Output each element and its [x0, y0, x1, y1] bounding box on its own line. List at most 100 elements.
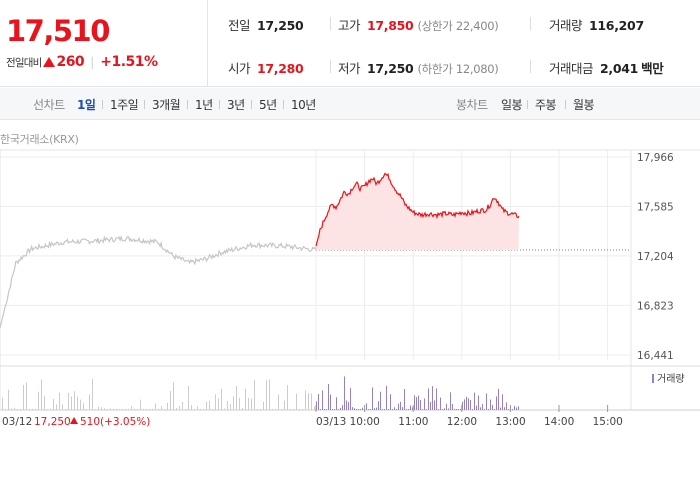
volume-bar-today: [326, 409, 327, 410]
source-label: 한국거래소(KRX): [0, 133, 79, 146]
volume-bar-prev: [203, 409, 204, 410]
volume-bar-prev: [194, 409, 195, 410]
period-1w[interactable]: 1주일: [110, 98, 139, 112]
volume-bar-today: [400, 401, 401, 410]
volume-bar-today: [430, 401, 431, 410]
volume-bar-prev: [98, 406, 99, 410]
period-1d[interactable]: 1일: [77, 98, 96, 112]
candle-chart-label: 봉차트: [456, 98, 488, 112]
x-tick-label: 13:00: [495, 416, 525, 428]
volume-bar-today: [502, 394, 503, 410]
stat-value: 116,207: [589, 18, 644, 33]
volume-bar-prev: [197, 406, 198, 410]
period-divider: [283, 100, 284, 109]
volume-bar-today: [500, 407, 501, 410]
volume-bar-today: [486, 393, 487, 410]
volume-bar-today: [414, 395, 415, 410]
stat-low: 저가 17,250 (하한가 12,080): [338, 58, 499, 77]
chart-grid: [0, 149, 700, 411]
candle-daily[interactable]: 일봉: [501, 98, 523, 112]
volume-bar-prev: [137, 409, 138, 410]
volume-bar-prev: [131, 406, 132, 410]
period-3m[interactable]: 3개월: [152, 98, 181, 112]
volume-legend-swatch: [652, 374, 654, 383]
volume-bar-today: [476, 405, 477, 410]
volume-bar-today: [384, 409, 385, 410]
volume-bar-prev: [242, 408, 243, 410]
volume-bar-today: [484, 409, 485, 410]
stat-prev-close: 전일 17,250: [228, 15, 304, 34]
volume-bar-today: [446, 403, 447, 410]
volume-bar-today: [362, 407, 363, 410]
volume-bar-today: [402, 407, 403, 410]
volume-bar-prev: [179, 405, 180, 410]
volume-bar-prev: [299, 409, 300, 410]
period-3y[interactable]: 3년: [227, 98, 245, 112]
volume-bar-prev: [158, 408, 159, 410]
volume-bar-today: [442, 409, 443, 410]
stat-value: 2,041: [600, 61, 639, 76]
today-area-fill: [316, 173, 519, 250]
volume-bar-today: [432, 386, 433, 410]
y-tick-label: 17,966: [637, 152, 674, 164]
stat-aux: (하한가 12,080): [417, 62, 499, 76]
volume-bar-prev: [248, 397, 249, 410]
stat-key: 시가: [228, 61, 251, 76]
volume-bar-today: [372, 387, 373, 410]
volume-bar-prev: [218, 398, 219, 410]
volume-bar-prev: [101, 407, 102, 410]
y-tick-label: 17,204: [637, 251, 674, 263]
volume-bar-today: [420, 399, 421, 410]
volume-bar-prev: [56, 404, 57, 410]
stat-divider: [530, 17, 531, 30]
volume-bar-today: [418, 395, 419, 410]
period-divider: [251, 100, 252, 109]
stat-value: 17,250: [367, 61, 414, 76]
volume-bar-prev: [86, 409, 87, 410]
volume-bar-prev: [296, 393, 297, 410]
volume-bar-today: [338, 409, 339, 410]
volume-bar-prev: [113, 409, 114, 410]
period-1y[interactable]: 1년: [195, 98, 213, 112]
volume-bar-prev: [44, 395, 45, 410]
period-5y[interactable]: 5년: [259, 98, 277, 112]
volume-bar-prev: [125, 409, 126, 410]
volume-bar-prev: [119, 409, 120, 410]
volume-bar-today: [426, 409, 427, 410]
volume-bar-prev: [26, 382, 27, 410]
stat-unit: 백만: [641, 61, 664, 76]
volume-bar-today: [452, 403, 453, 410]
volume-bar-prev: [302, 409, 303, 410]
x-tick-label: 12:00: [447, 416, 477, 428]
volume-bar-prev: [182, 401, 183, 410]
volume-bar-today: [354, 408, 355, 410]
candle-weekly[interactable]: 주봉: [535, 98, 557, 112]
footer-date: 03/12: [2, 416, 32, 428]
volume-bar-today: [386, 385, 387, 410]
volume-bar-today: [466, 396, 467, 410]
volume-bar-prev: [71, 396, 72, 410]
volume-bar-today: [494, 409, 495, 410]
volume-bar-today: [406, 409, 407, 410]
volume-bar-today: [424, 398, 425, 410]
volume-bar-prev: [311, 393, 312, 410]
footer-up-triangle-icon: [70, 417, 78, 424]
volume-bar-today: [474, 392, 475, 410]
stat-value: 17,250: [257, 18, 304, 33]
stat-volume: 거래량 116,207: [549, 15, 644, 34]
volume-bar-today: [506, 402, 507, 410]
volume-bar-prev: [143, 409, 144, 410]
volume-bar-prev: [77, 396, 78, 410]
volume-bar-today: [422, 409, 423, 410]
volume-bar-prev: [17, 409, 18, 410]
period-10y[interactable]: 10년: [291, 98, 316, 112]
x-tick-label: 11:00: [398, 416, 428, 428]
candle-monthly[interactable]: 월봉: [573, 98, 595, 112]
volume-bar-prev: [155, 403, 156, 410]
period-bar: 선차트 1일 1주일 3개월 1년 3년 5년 10년 봉차트 일봉 주봉 월봉: [0, 88, 700, 120]
volume-bar-prev: [260, 409, 261, 410]
volume-bar-today: [478, 395, 479, 410]
volume-bar-prev: [83, 403, 84, 410]
volume-bars: [2, 376, 519, 410]
